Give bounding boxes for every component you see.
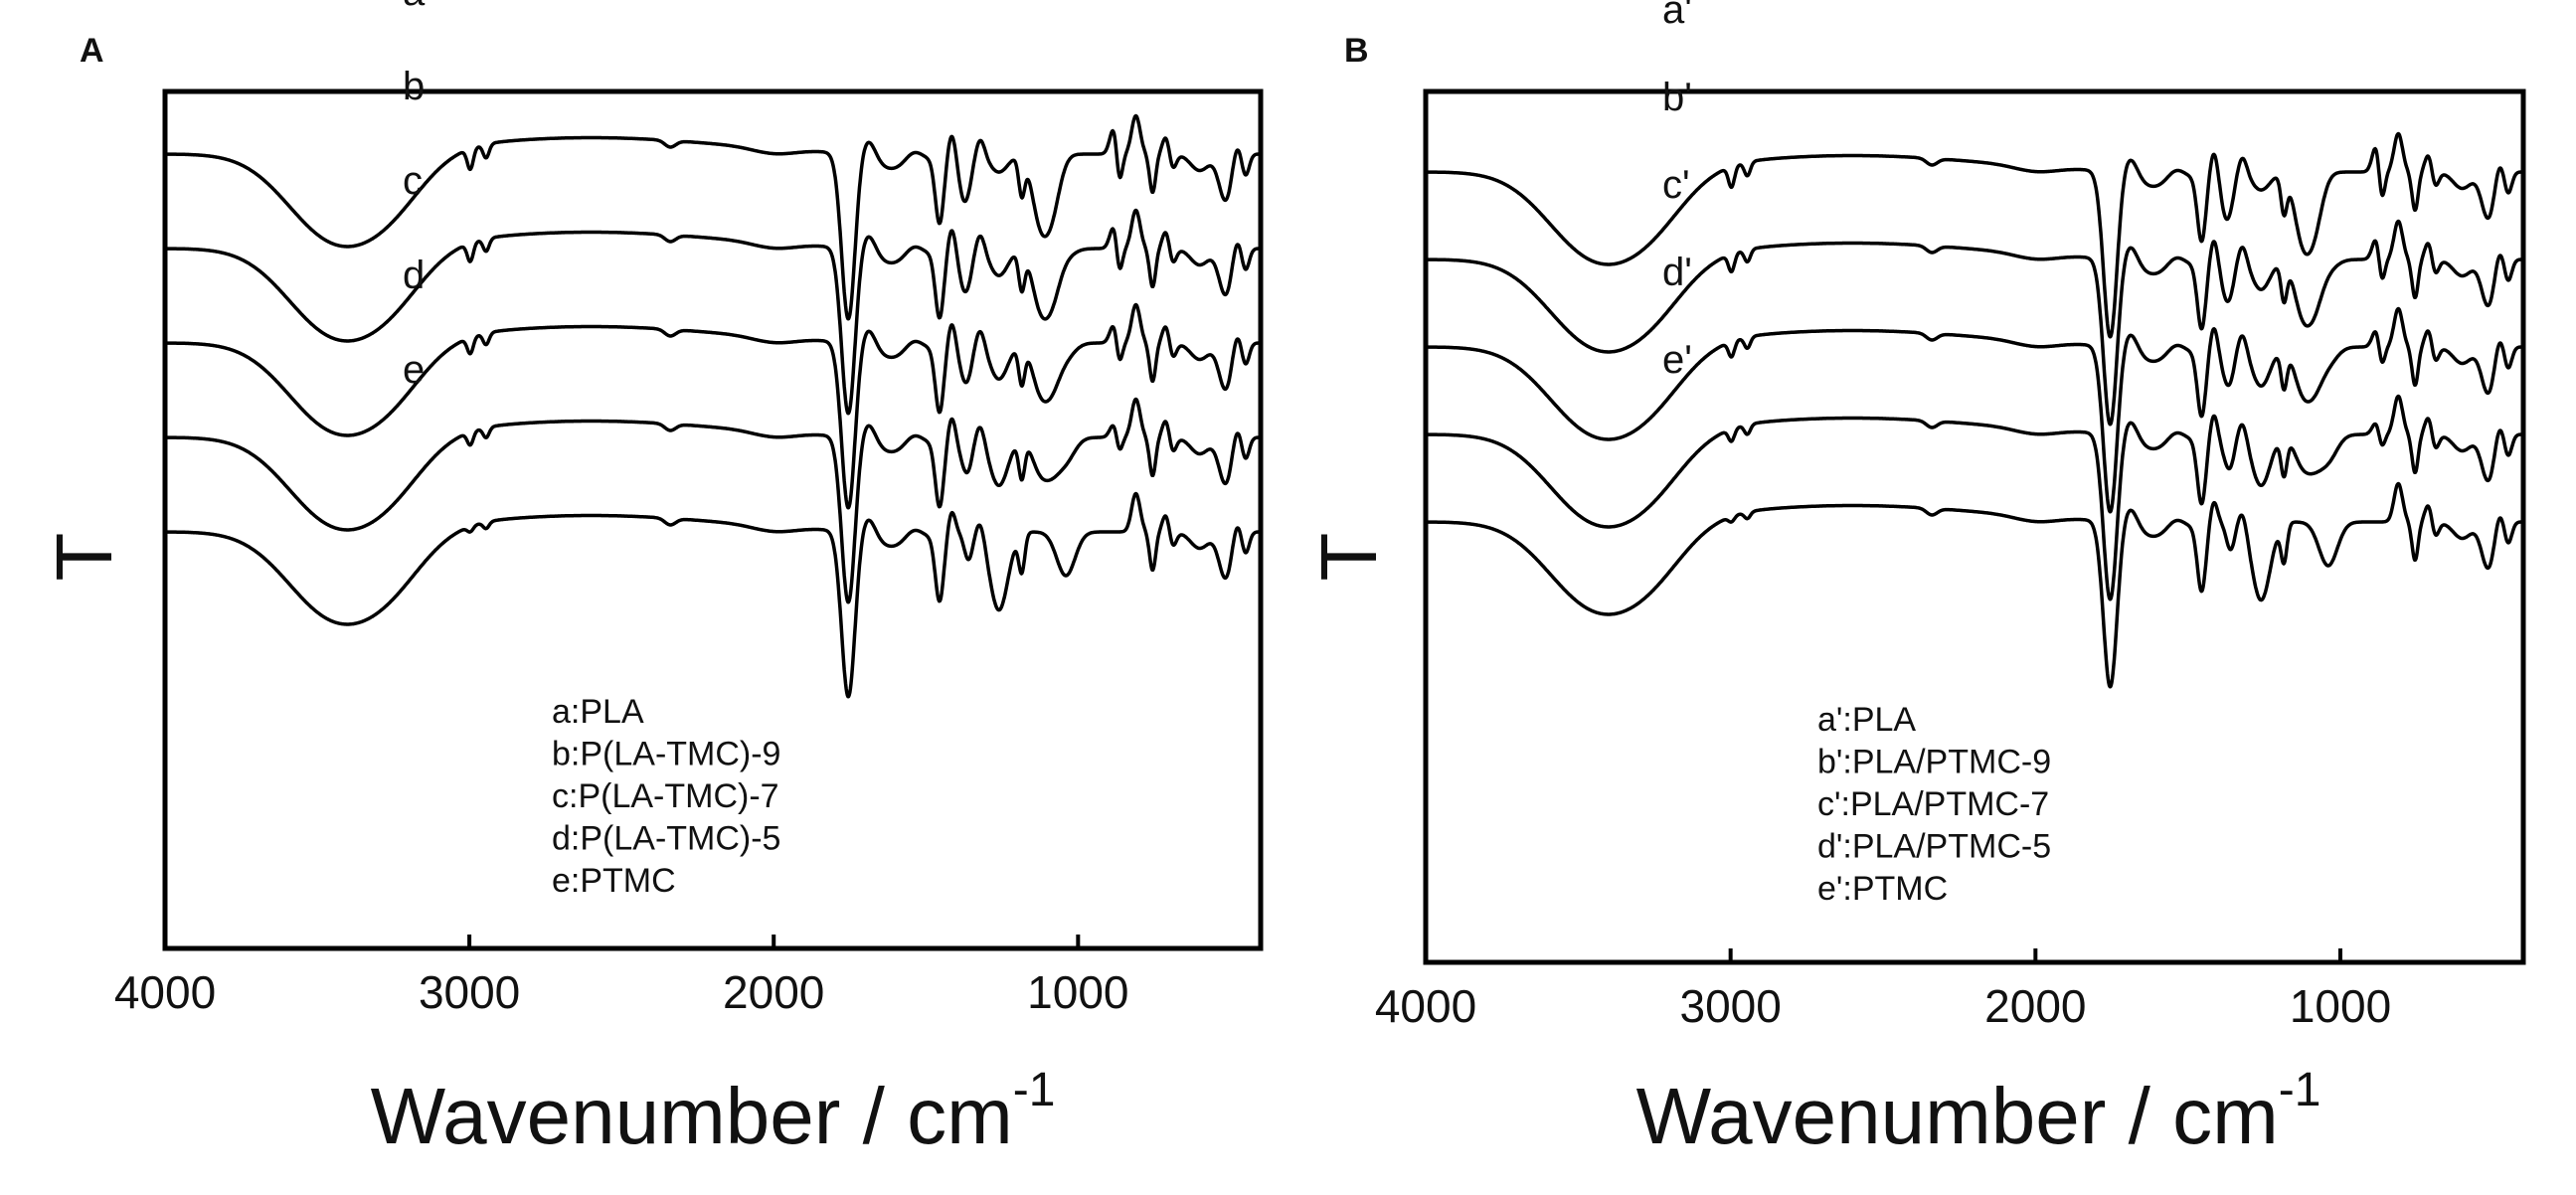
x-axis-label-a: Wavenumber / cm-1 [371, 1064, 1056, 1160]
plot-frame-a [162, 88, 1264, 951]
spectrum-line-b-3 [1424, 306, 2525, 514]
legend-entry-b-5: e':PTMC [1817, 870, 1948, 908]
panel-a: A T 4000 3000 2000 1000 a b c d e a:PLA b:P(LA-T… [40, 0, 1264, 1160]
x-tick-label-b-1000: 1000 [2290, 980, 2391, 1032]
x-tick-label-b-2000: 2000 [1984, 980, 2086, 1032]
spectrum-line-a-4 [163, 397, 1263, 604]
curve-label-a-2: b [403, 65, 425, 108]
legend-entry-b-4: d':PLA/PTMC-5 [1817, 828, 2051, 866]
x-ticks-b: 4000 3000 2000 1000 [1375, 948, 2391, 1032]
x-tick-label-a-1000: 1000 [1027, 966, 1128, 1018]
legend-entry-b-2: b':PLA/PTMC-9 [1817, 744, 2051, 781]
spectrum-line-a-1 [163, 113, 1263, 321]
curve-label-a-4: d [403, 254, 425, 297]
legend-entry-b-1: a':PLA [1817, 701, 1916, 739]
legend-a: a:PLA b:P(LA-TMC)-9 c:P(LA-TMC)-7 d:P(LA-TM… [552, 693, 780, 900]
curve-label-b-3: c' [1662, 163, 1690, 207]
legend-entry-b-3: c':PLA/PTMC-7 [1817, 785, 2049, 823]
curve-label-a-5: e [403, 348, 425, 392]
curve-label-b-5: e' [1662, 338, 1692, 382]
spectrum-line-a-3 [163, 302, 1263, 510]
panel-b: B T 4000 3000 2000 1000 a' b' c' d' e' a':PLA b'… [1304, 0, 2526, 1160]
spectrum-line-a-5 [163, 491, 1263, 699]
spectrum-line-b-4 [1424, 394, 2525, 601]
legend-entry-a-1: a:PLA [552, 693, 644, 731]
curve-label-a-1: a [403, 0, 426, 14]
plot-frame-b [1423, 88, 2526, 965]
x-tick-label-a-2000: 2000 [723, 966, 824, 1018]
x-tick-label-b-3000: 3000 [1679, 980, 1781, 1032]
y-axis-label-a: T [40, 533, 128, 582]
legend-b: a':PLA b':PLA/PTMC-9 c':PLA/PTMC-7 d':PLA/P… [1817, 701, 2051, 908]
curves-b [1424, 131, 2525, 689]
legend-entry-a-4: d:P(LA-TMC)-5 [552, 820, 780, 858]
x-tick-label-a-4000: 4000 [114, 966, 216, 1018]
x-axis-label-sup-b: -1 [2279, 1064, 2321, 1116]
legend-entry-a-3: c:P(LA-TMC)-7 [552, 777, 779, 815]
spectrum-line-b-1 [1424, 131, 2525, 339]
x-tick-label-a-3000: 3000 [419, 966, 520, 1018]
x-axis-label-b: Wavenumber / cm-1 [1636, 1064, 2321, 1160]
curves-a [163, 113, 1263, 699]
x-ticks-a: 4000 3000 2000 1000 [114, 935, 1129, 1018]
spectrum-line-b-5 [1424, 481, 2525, 689]
legend-entry-a-2: b:P(LA-TMC)-9 [552, 736, 780, 773]
curve-label-b-2: b' [1662, 76, 1692, 119]
spectrum-line-a-2 [163, 208, 1263, 416]
spectrum-line-b-2 [1424, 219, 2525, 427]
curve-label-b-1: a' [1662, 0, 1692, 32]
curve-labels-b: a' b' c' d' e' [1662, 0, 1692, 382]
legend-entry-a-5: e:PTMC [552, 862, 676, 900]
x-axis-label-sup-a: -1 [1013, 1064, 1056, 1116]
curve-label-a-3: c [403, 159, 423, 203]
x-tick-label-b-4000: 4000 [1375, 980, 1476, 1032]
y-axis-label-b: T [1304, 533, 1393, 582]
curve-labels-a: a b c d e [403, 0, 426, 392]
curve-label-b-4: d' [1662, 251, 1692, 294]
panel-label-b: B [1344, 32, 1369, 70]
panel-label-a: A [80, 32, 104, 70]
